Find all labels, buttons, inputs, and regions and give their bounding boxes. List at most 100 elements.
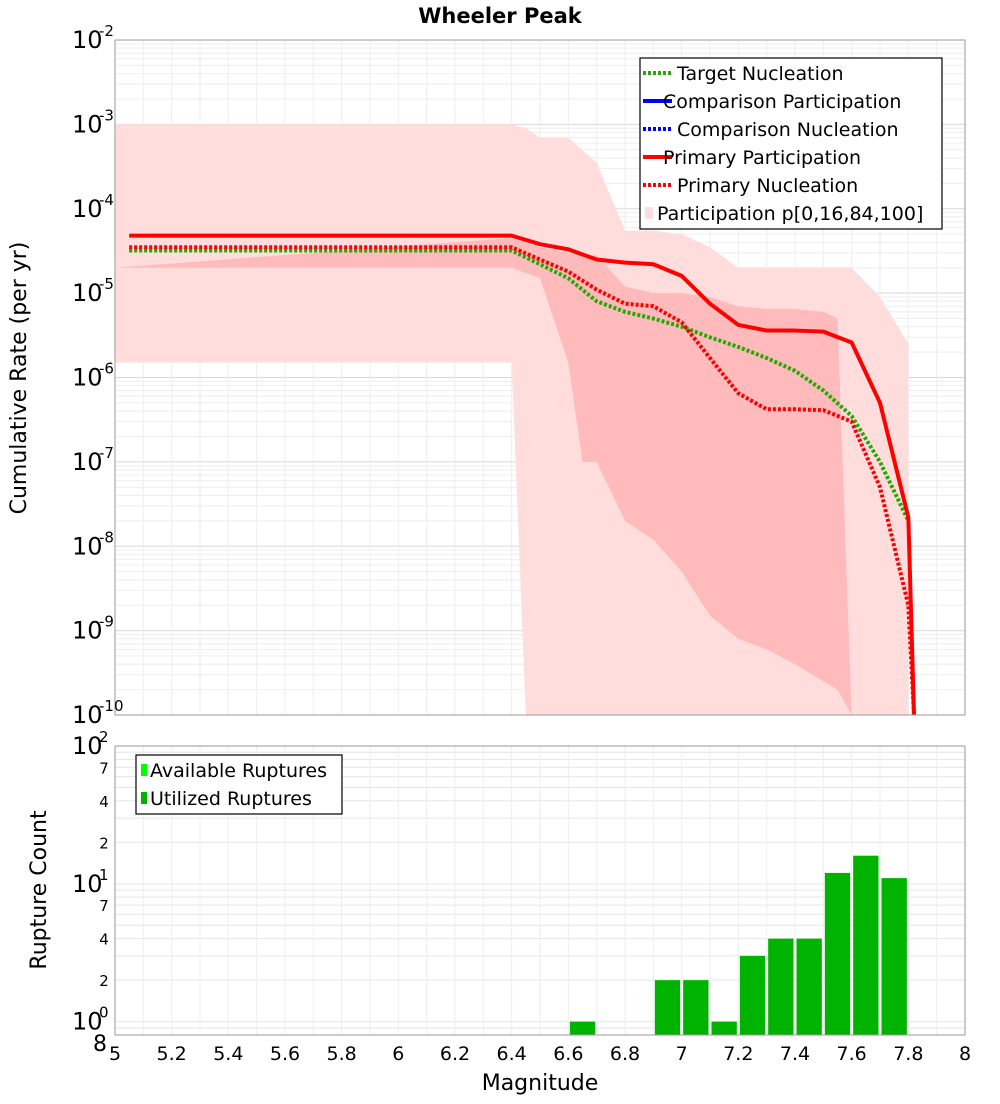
- legend-label: Comparison Nucleation: [677, 119, 899, 141]
- y-tick-base: 10: [72, 364, 103, 392]
- y-tick-exponent: -6: [99, 360, 114, 378]
- rupture-bar: [654, 980, 681, 1035]
- x-tick-label: 7.2: [723, 1043, 753, 1065]
- rupture-bar: [739, 955, 766, 1035]
- legend-label: Comparison Participation: [663, 91, 901, 113]
- count-decade-label: 100: [72, 1004, 109, 1036]
- count-tick-base: 10: [72, 870, 103, 898]
- x-tick-label: 6.2: [440, 1043, 470, 1065]
- y-tick-exponent: -2: [99, 22, 114, 40]
- x-tick-label: 5.4: [213, 1043, 243, 1065]
- count-minor-label: 8: [93, 1032, 107, 1057]
- x-axis-label: Magnitude: [482, 1071, 599, 1096]
- legend-label: Utilized Ruptures: [150, 788, 312, 810]
- x-tick-label: 5: [109, 1043, 121, 1065]
- y-tick-exponent: -3: [99, 106, 114, 124]
- rupture-bar: [824, 872, 851, 1035]
- rupture-bars: [569, 855, 907, 1035]
- y-tick-base: 10: [72, 26, 103, 54]
- count-tick-base: 10: [72, 732, 103, 760]
- y-tick-exponent: -5: [99, 275, 114, 293]
- legend-swatch: [141, 764, 147, 776]
- legend-swatch: [645, 207, 653, 219]
- y-tick-label: 10-10: [72, 697, 124, 729]
- count-tick-base: 10: [72, 1008, 103, 1036]
- y-tick-label: 10-3: [72, 106, 114, 138]
- legend-label: Primary Nucleation: [677, 175, 858, 197]
- legend-label: Participation p[0,16,84,100]: [657, 203, 923, 225]
- count-minor-label: 2: [99, 834, 109, 852]
- rate-lines: [129, 233, 916, 715]
- y-tick-label: 10-6: [72, 360, 114, 392]
- x-tick-label: 7: [676, 1043, 688, 1065]
- count-y-axis-label: Rupture Count: [27, 810, 52, 970]
- y-tick-label: 10-2: [72, 22, 114, 54]
- legend-label: Available Ruptures: [150, 760, 327, 782]
- rupture-legend: Available Ruptures Utilized Ruptures: [135, 754, 343, 815]
- y-tick-base: 10: [72, 532, 103, 560]
- rupture-bar: [569, 1021, 596, 1035]
- y-tick-exponent: -4: [99, 191, 114, 209]
- x-tick-label: 8: [959, 1043, 971, 1065]
- rupture-count-grid: [114, 745, 966, 1036]
- rate-plot-frame: [114, 39, 966, 716]
- x-tick-label: 6: [392, 1043, 404, 1065]
- magnitude-x-tick-labels: 5 5.2 5.4 5.6 5.8 6 6.2 6.4 6.6 6.8 7 7.2 7.4 7.6 7.8 8: [109, 1043, 971, 1065]
- rate-legend: Target Nucleation Comparison Participatio…: [639, 57, 943, 230]
- count-minor-label: 4: [99, 931, 109, 949]
- x-tick-label: 6.4: [497, 1043, 527, 1065]
- y-tick-base: 10: [72, 617, 103, 645]
- x-tick-label: 7.4: [780, 1043, 810, 1065]
- y-tick-label: 10-5: [72, 275, 114, 307]
- participation-bands: [115, 124, 909, 715]
- x-tick-label: 6.8: [610, 1043, 640, 1065]
- y-tick-base: 10: [72, 110, 103, 138]
- count-decade-label: 102: [72, 728, 109, 760]
- count-decade-label: 101: [72, 866, 109, 898]
- y-tick-label: 10-9: [72, 613, 114, 645]
- y-tick-label: 10-7: [72, 444, 114, 476]
- count-minor-label: 7: [99, 759, 109, 777]
- y-tick-exponent: -7: [99, 444, 114, 462]
- x-tick-label: 7.8: [893, 1043, 923, 1065]
- count-tick-exponent: 0: [99, 1004, 109, 1022]
- rupture-bar: [853, 855, 879, 1035]
- count-minor-label: 4: [99, 793, 109, 811]
- series-line: [129, 248, 911, 522]
- x-tick-label: 5.6: [270, 1043, 300, 1065]
- rupture-bar: [881, 878, 907, 1035]
- series-line: [129, 245, 916, 715]
- rupture-bar: [796, 938, 822, 1035]
- legend-label: Target Nucleation: [676, 63, 844, 85]
- rupture-bar: [768, 938, 794, 1035]
- y-tick-base: 10: [72, 195, 103, 223]
- legend-label: Primary Participation: [663, 147, 861, 169]
- y-tick-exponent: -9: [99, 613, 114, 631]
- chart-title: Wheeler Peak: [418, 4, 583, 28]
- x-tick-label: 5.2: [157, 1043, 187, 1065]
- x-tick-label: 5.8: [327, 1043, 357, 1065]
- rupture-bar: [683, 980, 709, 1035]
- y-tick-exponent: -10: [99, 697, 124, 715]
- count-tick-exponent: 1: [99, 866, 109, 884]
- rupture-plot-frame: [114, 745, 966, 1036]
- count-minor-label: 7: [99, 897, 109, 915]
- y-tick-base: 10: [72, 701, 103, 729]
- x-tick-label: 7.6: [837, 1043, 867, 1065]
- y-tick-exponent: -8: [99, 528, 114, 546]
- rate-y-axis-label: Cumulative Rate (per yr): [7, 242, 32, 515]
- rate-y-tick-labels: 10-210-310-410-510-610-710-810-910-10: [72, 22, 124, 729]
- count-minor-label: 2: [99, 972, 109, 990]
- y-tick-label: 10-8: [72, 528, 114, 560]
- rupture-bar: [711, 1021, 737, 1035]
- y-tick-base: 10: [72, 448, 103, 476]
- legend-swatch: [141, 792, 147, 804]
- count-tick-exponent: 2: [99, 728, 109, 746]
- series-line: [129, 233, 916, 715]
- band-p16-p84: [115, 238, 852, 715]
- y-tick-base: 10: [72, 279, 103, 307]
- x-tick-label: 6.6: [553, 1043, 583, 1065]
